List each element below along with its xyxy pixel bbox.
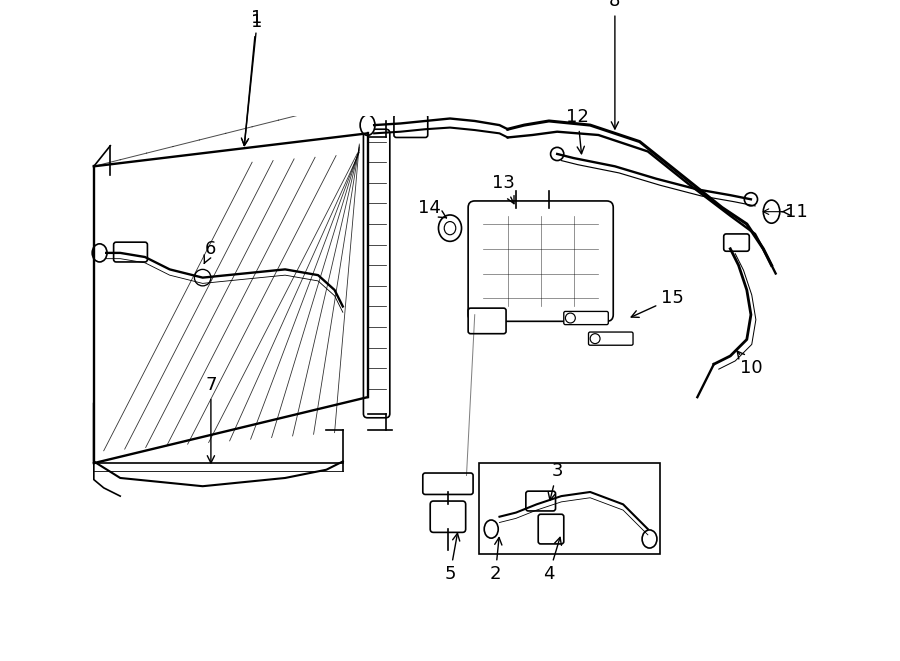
Text: 2: 2 bbox=[490, 537, 502, 584]
FancyBboxPatch shape bbox=[468, 201, 613, 321]
FancyBboxPatch shape bbox=[430, 501, 465, 532]
FancyBboxPatch shape bbox=[526, 491, 555, 511]
Text: 13: 13 bbox=[492, 174, 515, 204]
FancyBboxPatch shape bbox=[538, 514, 563, 544]
Circle shape bbox=[744, 193, 758, 206]
Circle shape bbox=[551, 147, 563, 161]
Text: 3: 3 bbox=[548, 463, 562, 500]
Ellipse shape bbox=[438, 215, 462, 241]
Text: 9: 9 bbox=[0, 660, 1, 661]
Text: 7: 7 bbox=[205, 376, 217, 463]
Circle shape bbox=[194, 270, 211, 286]
FancyBboxPatch shape bbox=[394, 114, 428, 137]
Text: 1: 1 bbox=[241, 13, 262, 145]
FancyBboxPatch shape bbox=[423, 473, 473, 494]
Circle shape bbox=[565, 313, 575, 323]
Ellipse shape bbox=[360, 115, 375, 136]
Text: 1: 1 bbox=[0, 660, 1, 661]
FancyBboxPatch shape bbox=[563, 311, 608, 325]
FancyBboxPatch shape bbox=[113, 242, 148, 262]
FancyBboxPatch shape bbox=[724, 234, 750, 251]
Text: 5: 5 bbox=[445, 533, 460, 584]
Ellipse shape bbox=[484, 520, 499, 538]
Ellipse shape bbox=[445, 221, 455, 235]
Text: 14: 14 bbox=[418, 198, 446, 218]
Text: 8: 8 bbox=[609, 0, 621, 129]
Text: 15: 15 bbox=[631, 290, 684, 317]
Circle shape bbox=[590, 334, 600, 344]
FancyBboxPatch shape bbox=[589, 332, 633, 345]
FancyBboxPatch shape bbox=[468, 308, 506, 334]
Text: 4: 4 bbox=[544, 537, 562, 584]
Ellipse shape bbox=[92, 244, 107, 262]
Text: 6: 6 bbox=[204, 240, 217, 263]
Text: 11: 11 bbox=[782, 203, 807, 221]
Text: 10: 10 bbox=[737, 351, 762, 377]
Text: 12: 12 bbox=[566, 108, 590, 154]
Ellipse shape bbox=[763, 200, 779, 223]
Ellipse shape bbox=[642, 530, 657, 548]
Text: 1: 1 bbox=[250, 9, 262, 27]
FancyBboxPatch shape bbox=[364, 129, 390, 418]
